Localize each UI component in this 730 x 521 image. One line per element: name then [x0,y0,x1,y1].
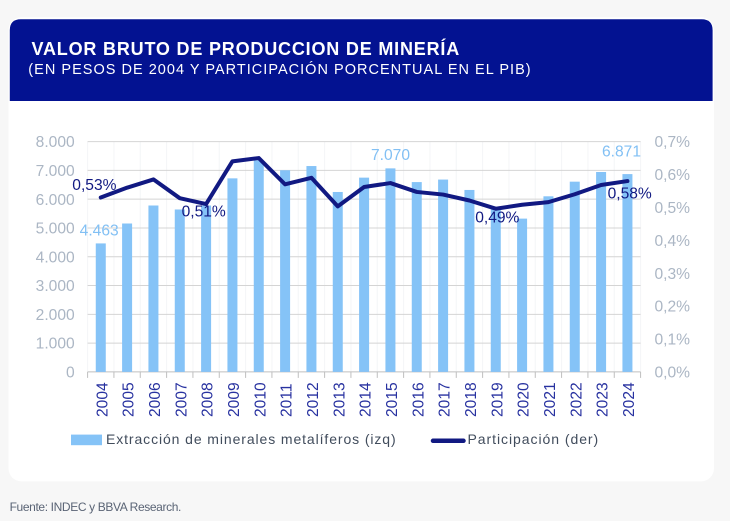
svg-text:0,51%: 0,51% [182,204,226,221]
svg-text:2014: 2014 [358,382,375,417]
svg-text:Extracción de minerales metalí: Extracción de minerales metalíferos (izq… [106,431,397,447]
svg-text:2018: 2018 [463,382,480,417]
svg-text:0,1%: 0,1% [655,332,691,349]
svg-text:1.000: 1.000 [36,336,75,353]
svg-text:0,2%: 0,2% [655,299,691,316]
svg-text:VALOR BRUTO DE PRODUCCION DE M: VALOR BRUTO DE PRODUCCION DE MINERÍA [32,38,461,59]
svg-text:2019: 2019 [489,382,506,417]
svg-text:7.000: 7.000 [36,163,75,180]
svg-text:0,58%: 0,58% [608,186,652,203]
svg-text:2008: 2008 [200,382,217,417]
svg-text:(EN PESOS DE 2004 Y PARTICIPAC: (EN PESOS DE 2004 Y PARTICIPACIÓN PORCEN… [28,61,531,78]
svg-text:8.000: 8.000 [36,134,75,151]
svg-text:4.000: 4.000 [36,249,75,266]
svg-text:2010: 2010 [252,382,269,417]
svg-text:2004: 2004 [94,382,111,417]
svg-text:Participación (der): Participación (der) [468,431,600,447]
svg-text:2012: 2012 [305,382,322,417]
svg-text:0: 0 [66,365,75,382]
svg-text:6.871: 6.871 [602,143,641,160]
svg-text:2020: 2020 [516,382,533,417]
svg-text:2.000: 2.000 [36,307,75,324]
svg-text:0,7%: 0,7% [655,134,691,151]
svg-text:0,53%: 0,53% [72,177,116,194]
svg-text:2017: 2017 [437,382,454,417]
svg-text:2011: 2011 [279,383,296,417]
svg-text:2015: 2015 [384,382,401,417]
svg-text:2007: 2007 [173,382,190,417]
svg-text:5.000: 5.000 [36,221,75,238]
svg-text:0,6%: 0,6% [655,167,691,184]
svg-text:2022: 2022 [568,382,585,417]
svg-text:0,49%: 0,49% [475,209,519,226]
svg-text:2013: 2013 [331,382,348,417]
svg-text:4.463: 4.463 [80,222,119,239]
svg-text:0,5%: 0,5% [655,200,691,217]
svg-text:0,3%: 0,3% [655,266,691,283]
svg-text:2009: 2009 [226,382,243,417]
svg-text:7.070: 7.070 [371,147,410,164]
svg-text:2006: 2006 [147,382,164,417]
svg-text:2016: 2016 [410,382,427,417]
svg-text:2023: 2023 [595,382,612,417]
svg-text:2021: 2021 [542,382,559,417]
svg-text:0,4%: 0,4% [655,233,691,250]
svg-text:2024: 2024 [621,382,638,417]
svg-text:Fuente: INDEC y BBVA Research.: Fuente: INDEC y BBVA Research. [10,500,181,514]
svg-text:3.000: 3.000 [36,278,75,295]
svg-text:6.000: 6.000 [36,192,75,209]
svg-text:0,0%: 0,0% [655,365,691,382]
svg-text:2005: 2005 [121,382,138,417]
